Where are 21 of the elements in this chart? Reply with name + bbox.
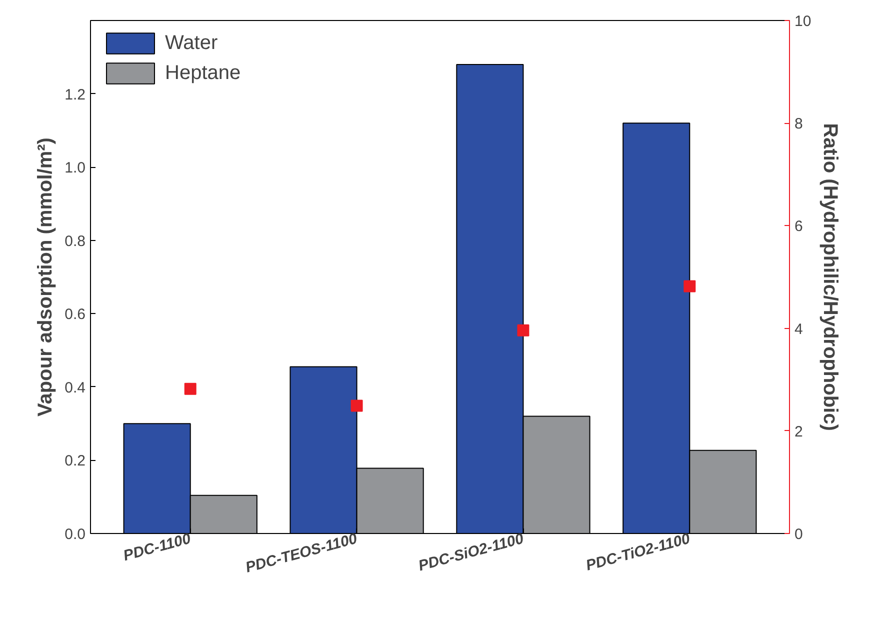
- point: [684, 280, 696, 292]
- y-tick-label: 0.0: [64, 526, 86, 543]
- y2-tick-label: 0: [794, 526, 803, 543]
- point: [517, 324, 530, 336]
- y-tick-label: 0.8: [64, 232, 86, 250]
- y-tick-label: 0.2: [64, 452, 86, 470]
- legend-label: Water: [165, 32, 218, 54]
- point: [184, 382, 196, 395]
- y2-axis-title: Ratio (Hydrophilic/Hydrophobic): [819, 123, 842, 431]
- y-tick-label: 1.2: [64, 86, 86, 104]
- y2-tick-label: 10: [794, 13, 812, 30]
- y2-tick-label: 6: [794, 218, 803, 236]
- y2-tick-label: 4: [794, 320, 803, 338]
- y-axis-title: Vapour adsorption (mmol/m²): [34, 138, 57, 416]
- y2-tick-label: 8: [794, 116, 803, 133]
- y2-tick-label: 2: [794, 423, 803, 440]
- y-tick-label: 1.0: [64, 160, 86, 177]
- y-tick-label: 0.4: [64, 379, 86, 396]
- point: [350, 400, 363, 412]
- legend-label: Heptane: [165, 62, 241, 84]
- y-tick-label: 0.6: [64, 306, 86, 324]
